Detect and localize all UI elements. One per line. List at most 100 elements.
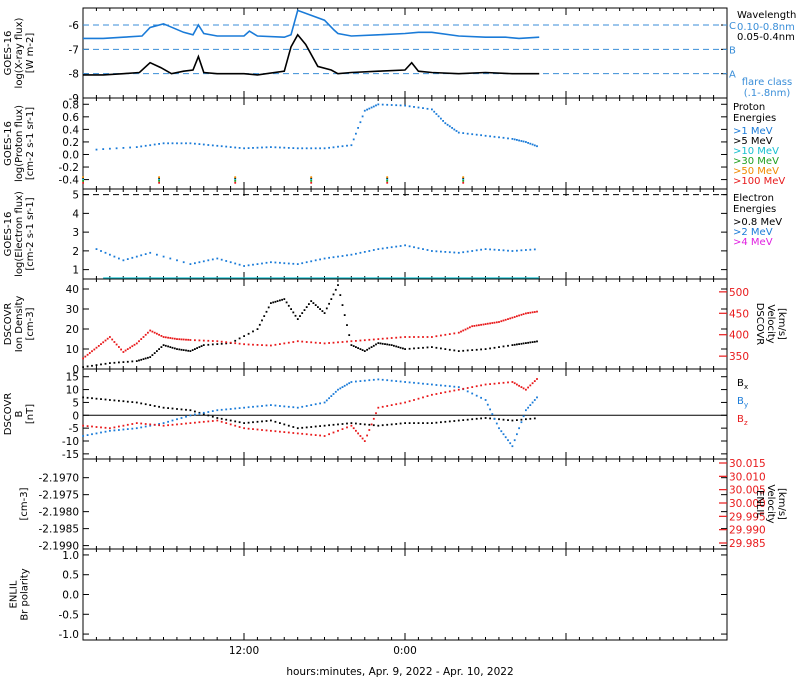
y-tick-label: -0.4	[59, 175, 80, 187]
data-point	[234, 178, 237, 181]
data-point	[265, 420, 268, 422]
data-point	[442, 120, 444, 122]
data-point	[158, 180, 160, 182]
data-point	[525, 249, 527, 251]
data-point	[279, 422, 281, 424]
data-point	[126, 258, 129, 260]
data-point	[368, 250, 371, 252]
data-point	[118, 399, 120, 402]
data-point	[493, 346, 496, 349]
data-point	[252, 330, 254, 333]
legend-entry-sub: y	[744, 401, 748, 409]
data-point	[122, 424, 125, 427]
data-point	[113, 429, 116, 432]
data-point	[471, 349, 474, 351]
data-point	[305, 147, 308, 150]
data-point	[234, 181, 237, 184]
data-point	[399, 104, 402, 107]
data-point	[529, 341, 532, 344]
data-point	[475, 348, 478, 351]
legend-entry: 0.10-0.8nm	[737, 22, 795, 33]
y-tick-label: -2.1975	[38, 490, 79, 502]
data-point	[332, 341, 335, 344]
data-point	[149, 424, 152, 427]
data-point	[173, 347, 176, 350]
data-point	[301, 426, 304, 429]
data-point	[164, 336, 167, 339]
data-point	[480, 248, 482, 251]
data-point	[270, 146, 272, 148]
data-point	[140, 426, 143, 429]
data-point	[319, 425, 321, 427]
data-point	[426, 422, 429, 424]
data-point	[518, 343, 520, 345]
data-point	[171, 346, 174, 349]
data-point	[100, 426, 102, 429]
data-point	[375, 104, 377, 107]
data-point	[131, 401, 134, 403]
data-point	[457, 331, 460, 334]
data-point	[386, 405, 389, 407]
data-point	[386, 379, 389, 382]
data-point	[388, 343, 391, 346]
series->1 MeV	[95, 103, 538, 151]
data-point	[111, 338, 114, 341]
data-point	[238, 337, 241, 340]
data-point	[484, 417, 487, 419]
flare-class-label: (.1-.8nm)	[744, 88, 791, 99]
data-point	[413, 106, 415, 108]
data-point	[536, 340, 538, 343]
data-point	[355, 132, 357, 135]
data-point	[256, 328, 259, 330]
data-point	[176, 338, 178, 340]
data-point	[404, 401, 406, 404]
data-point	[495, 422, 498, 425]
legend-entry: >2 MeV	[733, 227, 773, 238]
data-point	[493, 135, 496, 138]
data-point	[390, 423, 393, 426]
data-point	[109, 362, 111, 364]
data-point	[381, 342, 384, 345]
data-point	[413, 399, 415, 401]
data-point	[189, 422, 192, 424]
data-point	[462, 251, 465, 254]
data-point	[310, 300, 313, 302]
y-axis-label: Ion Density	[14, 296, 25, 353]
data-point	[413, 246, 415, 249]
data-point	[495, 321, 498, 324]
data-point	[484, 134, 487, 137]
data-point	[390, 337, 393, 339]
data-point	[283, 298, 286, 300]
data-point	[323, 342, 326, 345]
data-point	[102, 148, 105, 150]
data-point	[158, 348, 160, 350]
data-point	[480, 134, 482, 137]
data-point	[363, 350, 366, 352]
flare-level-label: B	[729, 45, 736, 56]
data-point	[397, 346, 400, 348]
data-point	[198, 339, 201, 342]
y-tick-label: -2.1985	[38, 524, 79, 536]
data-point	[332, 146, 335, 149]
data-point	[408, 381, 411, 384]
legend-title: Energies	[733, 204, 776, 215]
data-point	[422, 248, 424, 250]
data-point	[363, 440, 366, 442]
data-point	[361, 349, 364, 351]
data-point	[126, 360, 129, 363]
legend-entry: 0.05-0.4nm	[737, 32, 795, 43]
data-point	[337, 145, 339, 148]
data-point	[426, 107, 429, 110]
data-point	[225, 342, 228, 345]
data-point	[160, 346, 163, 348]
data-point	[431, 422, 433, 424]
data-point	[527, 312, 529, 314]
data-point	[502, 345, 505, 348]
data-point	[109, 147, 111, 150]
data-point	[283, 423, 286, 426]
data-point	[372, 105, 375, 108]
data-point	[95, 248, 98, 250]
data-point	[395, 336, 398, 339]
data-point	[446, 123, 449, 126]
